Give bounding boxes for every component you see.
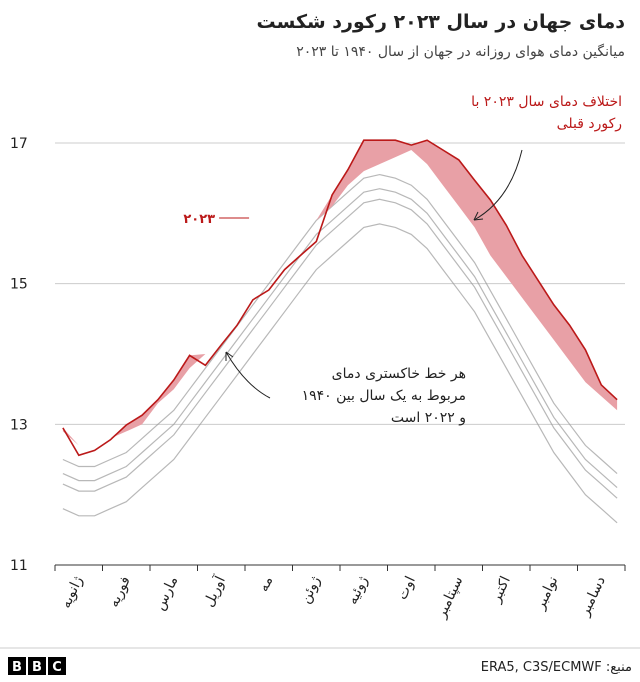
x-tick-label: نوامبر [532,574,561,613]
background-line [62,173,618,475]
series-line [62,139,618,457]
x-tick-label: ژانویه [58,574,87,611]
x-tick-label: دسامبر [576,574,609,619]
x-tick-label: ژوئن [298,574,324,606]
x-tick-label: آوریل [200,573,229,610]
annotation-arrow [473,149,523,221]
annotation-gray: و ۲۰۲۲ است [391,410,466,426]
annotation-diff: رکورد قبلی [557,116,622,132]
logo-letter: B [12,660,22,675]
chart-title: دمای جهان در سال ۲۰۲۳ رکورد شکست [257,11,626,33]
annotation-arrowhead [473,211,484,221]
logo-letter: B [32,660,42,675]
series-label: ۲۰۲۳ [183,212,215,227]
y-tick-label: 13 [10,417,28,433]
logo-box [8,657,26,675]
x-tick-label: اکتبر [488,574,514,606]
x-tick-label: سپتامبر [433,574,466,621]
logo-letter: C [52,660,62,675]
background-line [62,223,618,524]
source: منبع: ERA5, C3S/ECMWF [481,660,632,675]
y-tick-label: 15 [10,277,28,293]
annotation-arrow [225,351,271,399]
y-tick-label: 11 [10,558,28,574]
x-tick-label: مه [256,574,277,594]
annotation-diff: اختلاف دمای سال ۲۰۲۳ با [471,94,622,110]
chart-subtitle: میانگین دمای هوای روزانه در جهان از سال … [296,43,625,60]
logo-box [28,657,46,675]
x-tick-label: اوت [394,574,419,602]
x-tick-label: ژوئیه [345,574,372,607]
x-tick-label: مارس [152,574,182,613]
logo-box [48,657,66,675]
background-line [62,188,618,489]
background-line [62,198,618,499]
y-tick-label: 17 [10,136,28,152]
annotation-arrowhead [225,351,234,361]
annotation-gray: هر خط خاکستری دمای [332,366,466,382]
record-difference-area [62,140,618,446]
annotation-gray: مربوط به یک سال بین ۱۹۴۰ [302,388,466,404]
x-tick-label: فوریه [106,574,134,610]
